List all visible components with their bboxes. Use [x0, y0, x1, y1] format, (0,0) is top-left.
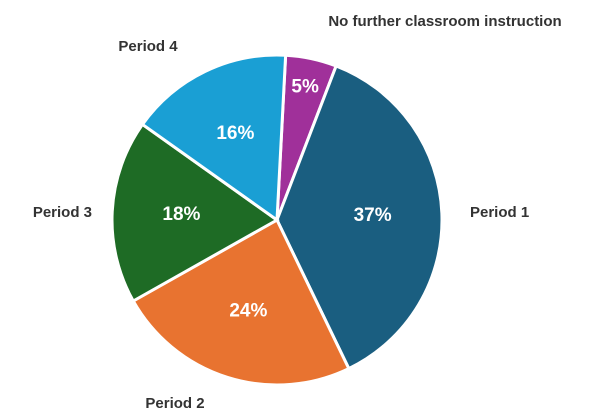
category-label: No further classroom instruction	[328, 13, 561, 30]
value-label: 18%	[162, 204, 200, 225]
category-label: Period 3	[33, 204, 92, 221]
value-label: 16%	[216, 123, 254, 144]
category-label: Period 1	[470, 204, 529, 221]
value-label: 37%	[354, 205, 392, 226]
value-label: 24%	[229, 300, 267, 321]
pie-slice	[131, 217, 351, 387]
pie-slice	[275, 64, 444, 371]
pie-slice	[110, 122, 280, 304]
pie-slice	[140, 53, 288, 223]
category-label: Period 4	[118, 38, 178, 55]
category-label: Period 2	[145, 395, 204, 412]
value-label: 5%	[291, 77, 319, 98]
